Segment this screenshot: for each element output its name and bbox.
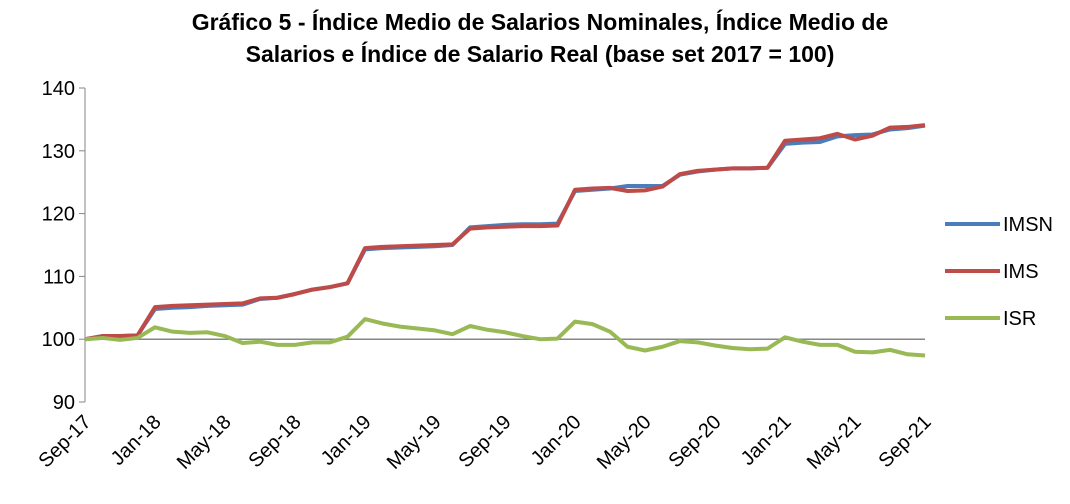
- x-tick-label: Sep-20: [664, 411, 725, 472]
- series-line: [84, 317, 926, 358]
- series-line: [84, 123, 926, 342]
- x-tick-label: Jan-20: [527, 411, 586, 470]
- y-tick-label: 110: [43, 266, 75, 288]
- x-tick-label: May-20: [593, 411, 656, 474]
- y-tick-label: 140: [42, 78, 75, 100]
- x-tick-label: Sep-21: [874, 411, 935, 472]
- y-tick-label: 120: [42, 204, 75, 226]
- x-tick-label: Sep-19: [454, 411, 515, 472]
- x-tick-label: Jan-18: [107, 411, 166, 470]
- x-tick-label: May-21: [803, 411, 866, 474]
- legend-label: ISR: [1003, 308, 1036, 330]
- y-tick-label: 100: [42, 329, 75, 351]
- x-tick-label: Sep-17: [34, 411, 95, 472]
- x-tick-label: May-19: [383, 411, 446, 474]
- series-line: [84, 123, 926, 342]
- legend-label: IMS: [1003, 261, 1039, 283]
- x-tick-label: May-18: [173, 411, 236, 474]
- x-tick-label: Jan-21: [737, 411, 796, 470]
- x-tick-label: Sep-18: [244, 411, 305, 472]
- chart-title: Gráfico 5 - Índice Medio de Salarios Nom…: [192, 8, 889, 35]
- y-tick-label: 90: [53, 392, 75, 414]
- legend-label: IMSN: [1003, 214, 1053, 236]
- chart-title: Salarios e Índice de Salario Real (base …: [246, 40, 835, 67]
- y-tick-label: 130: [42, 141, 75, 163]
- x-tick-label: Jan-19: [317, 411, 376, 470]
